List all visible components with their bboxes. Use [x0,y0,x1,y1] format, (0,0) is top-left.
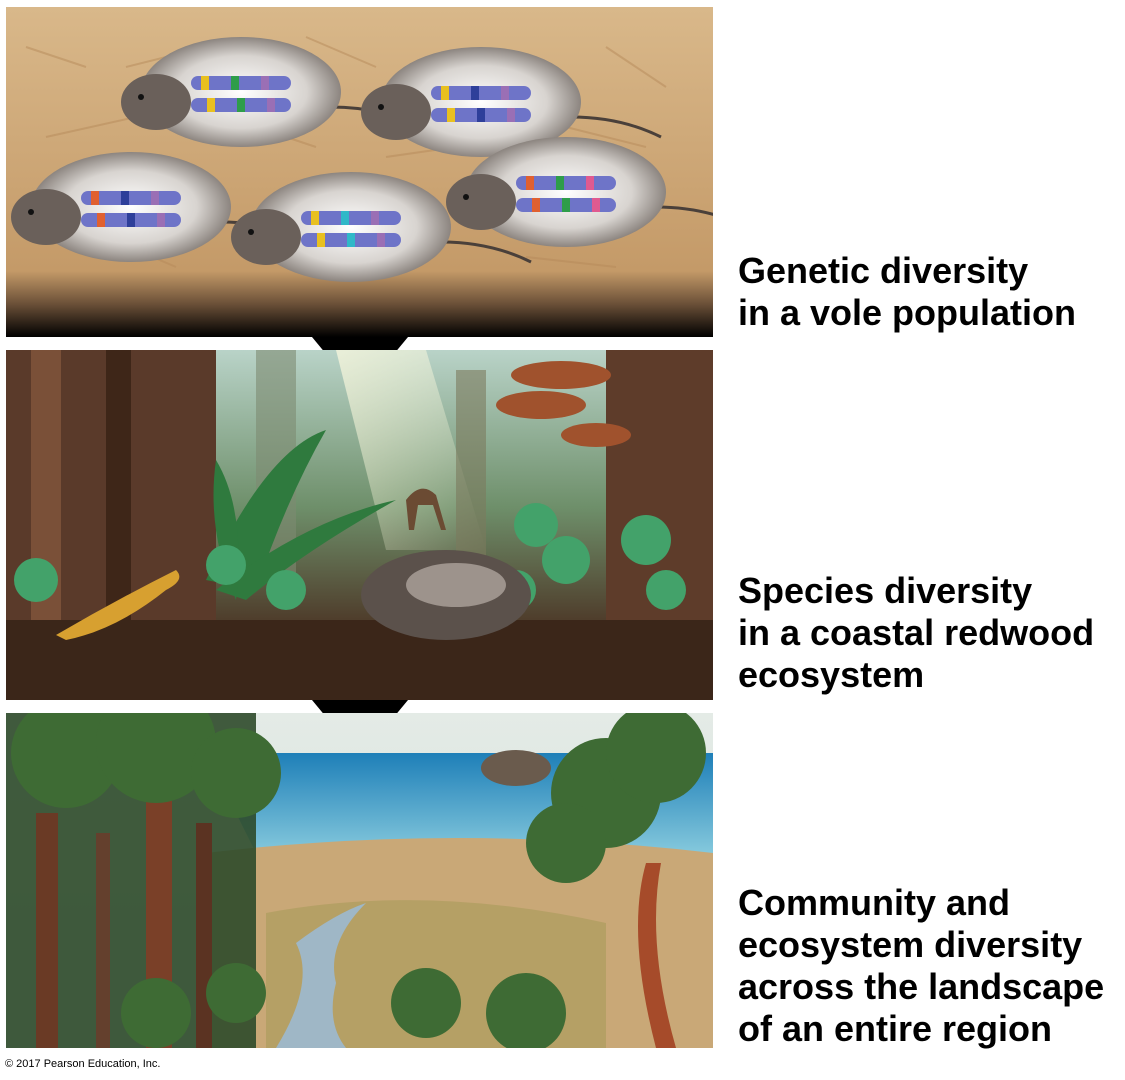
ecosystem-diversity-label: Community and ecosystem diversity across… [738,882,1105,1049]
redwood-ecosystem-image [6,350,713,700]
copyright-notice: © 2017 Pearson Education, Inc. [5,1058,161,1070]
species-diversity-label: Species diversity in a coastal redwood e… [738,570,1095,695]
vole-population-image [6,7,713,337]
vole-group [11,37,713,282]
genetic-diversity-label: Genetic diversity in a vole population [738,250,1077,333]
coastal-landscape-image [6,713,713,1048]
